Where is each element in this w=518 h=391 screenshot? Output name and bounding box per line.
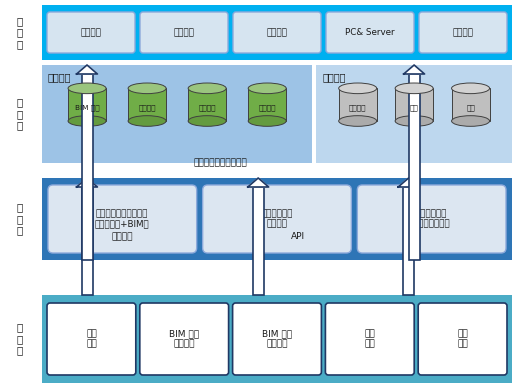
Text: 数
据
层: 数 据 层 (17, 97, 23, 131)
Bar (68, 88, 106, 121)
Text: BIM 设施
资渳管理: BIM 设施 资渳管理 (262, 329, 292, 349)
FancyBboxPatch shape (419, 12, 507, 53)
Text: 基础数据: 基础数据 (48, 72, 71, 82)
Ellipse shape (248, 83, 286, 93)
Text: 设备信息: 设备信息 (138, 104, 156, 111)
FancyBboxPatch shape (47, 303, 136, 375)
Text: 网路系统: 网路系统 (80, 28, 102, 37)
FancyBboxPatch shape (357, 185, 506, 253)
Text: PC& Server: PC& Server (345, 28, 395, 37)
Ellipse shape (68, 116, 106, 126)
Bar (248, 88, 286, 121)
FancyBboxPatch shape (140, 303, 228, 375)
Bar (128, 88, 166, 121)
Bar (42, 5, 512, 60)
Text: 能耗: 能耗 (410, 104, 419, 111)
Ellipse shape (68, 83, 106, 93)
Text: BIM 设施
运维管理: BIM 设施 运维管理 (169, 329, 199, 349)
Ellipse shape (128, 83, 166, 93)
Bar (452, 88, 490, 121)
FancyBboxPatch shape (233, 12, 321, 53)
Text: 操作系统: 操作系统 (174, 28, 194, 37)
Bar (395, 88, 433, 121)
FancyBboxPatch shape (47, 12, 135, 53)
FancyBboxPatch shape (233, 303, 321, 375)
Polygon shape (398, 178, 419, 187)
Text: 视频监控: 视频监控 (349, 104, 366, 111)
Ellipse shape (452, 116, 490, 126)
Polygon shape (248, 178, 269, 187)
Text: 视频
监控: 视频 监控 (365, 329, 375, 349)
Text: 三维图形信息支撑平台
（图形平台+BIM）: 三维图形信息支撑平台 （图形平台+BIM） (95, 209, 150, 229)
Polygon shape (77, 65, 97, 74)
Polygon shape (77, 178, 97, 187)
Text: 数据汇集、加工、处理: 数据汇集、加工、处理 (194, 158, 248, 167)
Ellipse shape (339, 83, 377, 93)
Text: 其他: 其他 (466, 104, 475, 111)
Text: 灾备系统: 灾备系统 (453, 28, 473, 37)
Ellipse shape (188, 83, 226, 93)
Text: 运维信息: 运维信息 (198, 104, 216, 111)
Ellipse shape (395, 116, 433, 126)
Ellipse shape (188, 116, 226, 126)
Text: BIM 模型: BIM 模型 (75, 104, 99, 111)
FancyBboxPatch shape (140, 12, 228, 53)
Text: 监控数据: 监控数据 (322, 72, 346, 82)
Text: 其他
业务: 其他 业务 (457, 329, 468, 349)
Text: 平
台
层: 平 台 层 (17, 203, 23, 236)
Text: 视频监控平台
（接口）: 视频监控平台 （接口） (261, 209, 293, 229)
FancyBboxPatch shape (48, 185, 197, 253)
Bar (188, 88, 226, 121)
Bar (81, 74, 93, 260)
Polygon shape (404, 65, 425, 74)
Text: 存储系统: 存储系统 (266, 28, 287, 37)
Text: 三维
漫游: 三维 漫游 (86, 329, 97, 349)
FancyBboxPatch shape (325, 303, 414, 375)
Bar (42, 65, 312, 163)
Ellipse shape (248, 116, 286, 126)
Bar (403, 187, 414, 295)
Bar (253, 187, 264, 295)
Text: 设
施
层: 设 施 层 (17, 16, 23, 49)
Text: 应
用
层: 应 用 层 (17, 323, 23, 355)
Ellipse shape (339, 116, 377, 126)
Bar (409, 74, 420, 260)
FancyBboxPatch shape (203, 185, 351, 253)
Ellipse shape (128, 116, 166, 126)
FancyBboxPatch shape (326, 12, 414, 53)
Text: 设备网管平台
及其他控制平台: 设备网管平台 及其他控制平台 (413, 209, 450, 229)
Bar (316, 65, 512, 163)
FancyBboxPatch shape (418, 303, 507, 375)
Bar (81, 187, 93, 295)
Ellipse shape (395, 83, 433, 93)
Text: API: API (291, 232, 305, 241)
Bar (42, 178, 512, 260)
Text: 数据调用: 数据调用 (111, 232, 133, 241)
Ellipse shape (452, 83, 490, 93)
Bar (339, 88, 377, 121)
Bar (42, 295, 512, 383)
Text: 业务数据: 业务数据 (258, 104, 276, 111)
